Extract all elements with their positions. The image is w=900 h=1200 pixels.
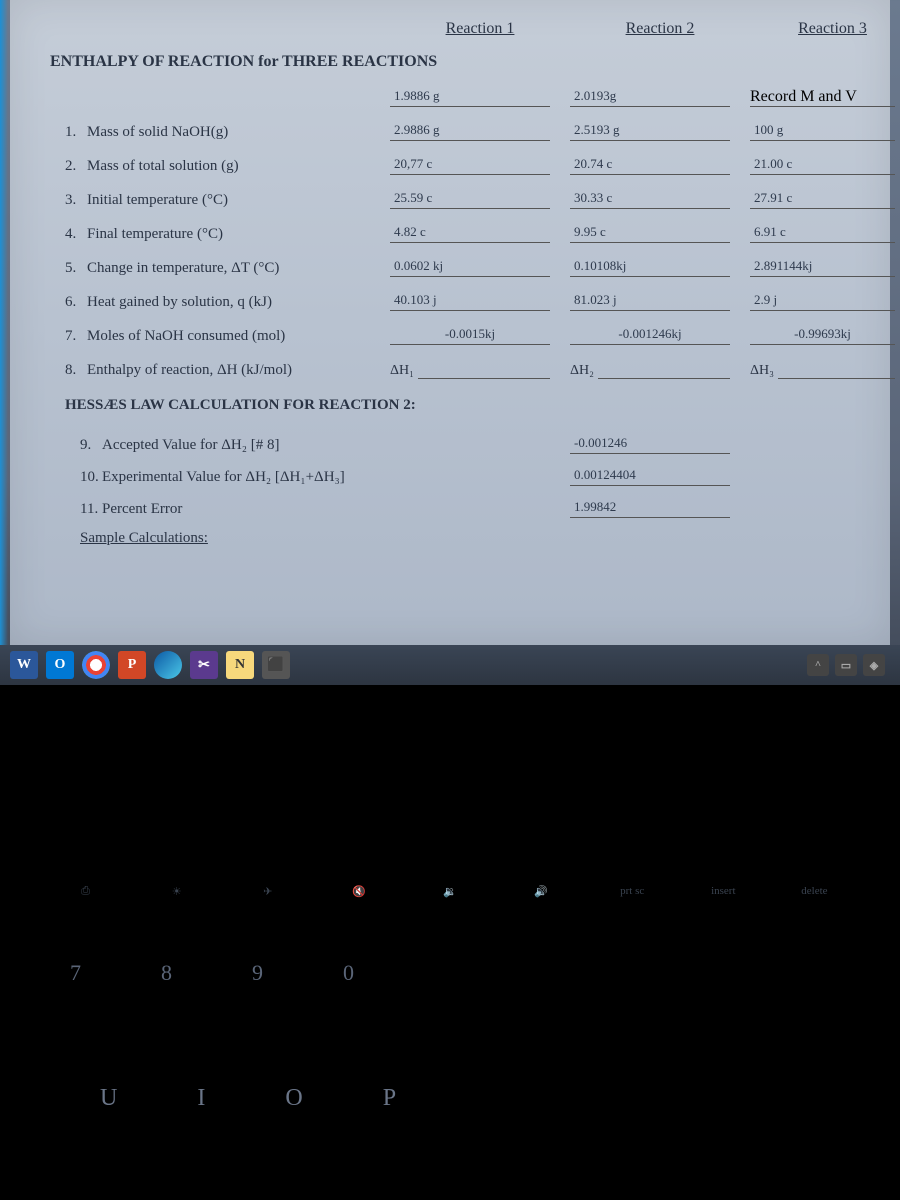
row-label-7: 7.Moles of NaOH consumed (mol) — [50, 328, 390, 345]
column-headers-row: Reaction 1 Reaction 2 Reaction 3 — [50, 20, 850, 38]
num-key-7: 7 — [70, 960, 81, 986]
table-row: 5.Change in temperature, ΔT (°C) 0.0602 … — [50, 243, 850, 277]
fn-key: 🔊 — [511, 885, 571, 898]
dh2-prefix: ΔH₂ — [570, 363, 594, 379]
cell-r2-7[interactable]: -0.001246kj — [570, 326, 730, 345]
keyboard-letter-row: U I O P — [0, 1085, 900, 1112]
tray-chevron-icon[interactable]: ^ — [807, 654, 829, 676]
cell-r3-2[interactable]: 21.00 c — [750, 156, 895, 175]
hess-row: 10.Experimental Value for ΔH₂ [ΔH₁+ΔH₃] … — [50, 454, 850, 486]
fn-key: ☀ — [147, 885, 207, 898]
taskbar: W O P ✂ N ⬛ ^ ▭ ◈ — [0, 645, 900, 685]
cell-r3-6[interactable]: 2.9 j — [750, 292, 895, 311]
cell-r3-5[interactable]: 2.891144kj — [750, 258, 895, 277]
letter-key-u: U — [100, 1085, 117, 1112]
cell-r3-4[interactable]: 6.91 c — [750, 224, 895, 243]
row-label-5: 5.Change in temperature, ΔT (°C) — [50, 260, 390, 277]
table-row: 8.Enthalpy of reaction, ΔH (kJ/mol) ΔH₁ … — [50, 345, 850, 379]
taskbar-edge-icon[interactable] — [154, 651, 182, 679]
taskbar-notes-icon[interactable]: N — [226, 651, 254, 679]
hess-label-11: 11.Percent Error — [50, 501, 570, 518]
cell-r2-4[interactable]: 9.95 c — [570, 224, 730, 243]
cell-r2-1[interactable]: 2.5193 g — [570, 122, 730, 141]
fn-key: ⎙ — [56, 885, 116, 898]
letter-key-p: P — [383, 1085, 396, 1112]
cell-r2-mass-header[interactable]: 2.0193g — [570, 88, 730, 107]
cell-r1-mass-header[interactable]: 1.9886 g — [390, 88, 550, 107]
tray-wifi-icon[interactable]: ◈ — [863, 654, 885, 676]
table-row: 4.Final temperature (°C) 4.82 c 9.95 c 6… — [50, 209, 850, 243]
hess-label-9: 9.Accepted Value for ΔH₂ [# 8] — [50, 437, 570, 454]
dh1-prefix: ΔH₁ — [390, 363, 414, 379]
col-header-reaction-2: Reaction 2 — [570, 20, 750, 38]
cell-r3-1[interactable]: 100 g — [750, 122, 895, 141]
dh3-prefix: ΔH₃ — [750, 363, 774, 379]
cell-r2-8[interactable] — [598, 361, 730, 379]
letter-key-o: O — [285, 1085, 302, 1112]
document-viewport: Reaction 1 Reaction 2 Reaction 3 ENTHALP… — [10, 0, 890, 645]
cell-r2-5[interactable]: 0.10108kj — [570, 258, 730, 277]
tray-battery-icon[interactable]: ▭ — [835, 654, 857, 676]
hess-section-title: HESSÆS LAW CALCULATION FOR REACTION 2: — [50, 397, 850, 414]
taskbar-word-icon[interactable]: W — [10, 651, 38, 679]
cell-r3-8[interactable] — [778, 361, 895, 379]
cell-r3-3[interactable]: 27.91 c — [750, 190, 895, 209]
fn-key: delete — [784, 885, 844, 898]
hess-cell-10[interactable]: 0.00124404 — [570, 467, 730, 486]
col-header-reaction-3: Reaction 3 — [750, 20, 900, 38]
hess-row: 11.Percent Error 1.99842 — [50, 486, 850, 518]
table-row: 1.Mass of solid NaOH(g) 2.9886 g 2.5193 … — [50, 107, 850, 141]
col-header-reaction-1: Reaction 1 — [390, 20, 570, 38]
table-row: 7.Moles of NaOH consumed (mol) -0.0015kj… — [50, 311, 850, 345]
cell-r2-6[interactable]: 81.023 j — [570, 292, 730, 311]
table-row-header-values: 1.9886 g 2.0193g Record M and V — [50, 73, 850, 107]
taskbar-outlook-icon[interactable]: O — [46, 651, 74, 679]
taskbar-powerpoint-icon[interactable]: P — [118, 651, 146, 679]
taskbar-tray: ^ ▭ ◈ — [807, 654, 900, 676]
taskbar-app-icon[interactable]: ⬛ — [262, 651, 290, 679]
keyboard-area: ⎙ ☀ ✈ 🔇 🔉 🔊 prt sc insert delete 7 8 9 0… — [0, 685, 900, 1200]
keyboard-fn-row: ⎙ ☀ ✈ 🔇 🔉 🔊 prt sc insert delete — [0, 885, 900, 898]
table-row: 6.Heat gained by solution, q (kJ) 40.103… — [50, 277, 850, 311]
num-key-9: 9 — [252, 960, 263, 986]
cell-r1-2[interactable]: 20,77 c — [390, 156, 550, 175]
row-label-8: 8.Enthalpy of reaction, ΔH (kJ/mol) — [50, 362, 390, 379]
row-label-1: 1.Mass of solid NaOH(g) — [50, 124, 390, 141]
hess-row: 9.Accepted Value for ΔH₂ [# 8] -0.001246 — [50, 422, 850, 454]
cell-r1-5[interactable]: 0.0602 kj — [390, 258, 550, 277]
hess-label-10: 10.Experimental Value for ΔH₂ [ΔH₁+ΔH₃] — [50, 469, 570, 486]
table-row: 2.Mass of total solution (g) 20,77 c 20.… — [50, 141, 850, 175]
cell-r1-4[interactable]: 4.82 c — [390, 224, 550, 243]
taskbar-snip-icon[interactable]: ✂ — [190, 651, 218, 679]
letter-key-i: I — [197, 1085, 205, 1112]
row-label-3: 3.Initial temperature (°C) — [50, 192, 390, 209]
cell-r2-3[interactable]: 30.33 c — [570, 190, 730, 209]
taskbar-chrome-icon[interactable] — [82, 651, 110, 679]
record-header: Record M and V — [750, 88, 895, 107]
num-key-8: 8 — [161, 960, 172, 986]
fn-key: insert — [693, 885, 753, 898]
row-label-4: 4.Final temperature (°C) — [50, 226, 390, 243]
fn-key: ✈ — [238, 885, 298, 898]
screen-edge-glow — [0, 0, 8, 645]
fn-key: prt sc — [602, 885, 662, 898]
main-title: ENTHALPY OF REACTION for THREE REACTIONS — [50, 53, 850, 71]
cell-r1-6[interactable]: 40.103 j — [390, 292, 550, 311]
num-key-0: 0 — [343, 960, 354, 986]
row-label-6: 6.Heat gained by solution, q (kJ) — [50, 294, 390, 311]
hess-cell-9[interactable]: -0.001246 — [570, 435, 730, 454]
cell-r1-3[interactable]: 25.59 c — [390, 190, 550, 209]
table-row: 3.Initial temperature (°C) 25.59 c 30.33… — [50, 175, 850, 209]
row-label-2: 2.Mass of total solution (g) — [50, 158, 390, 175]
cell-r2-2[interactable]: 20.74 c — [570, 156, 730, 175]
cell-r1-1[interactable]: 2.9886 g — [390, 122, 550, 141]
fn-key: 🔉 — [420, 885, 480, 898]
cell-r3-7[interactable]: -0.99693kj — [750, 326, 895, 345]
cell-r1-8[interactable] — [418, 361, 550, 379]
hess-cell-11[interactable]: 1.99842 — [570, 499, 730, 518]
cell-r1-7[interactable]: -0.0015kj — [390, 326, 550, 345]
fn-key: 🔇 — [329, 885, 389, 898]
sample-calculations-link[interactable]: Sample Calculations: — [50, 530, 850, 547]
keyboard-num-row: 7 8 9 0 — [0, 960, 900, 986]
